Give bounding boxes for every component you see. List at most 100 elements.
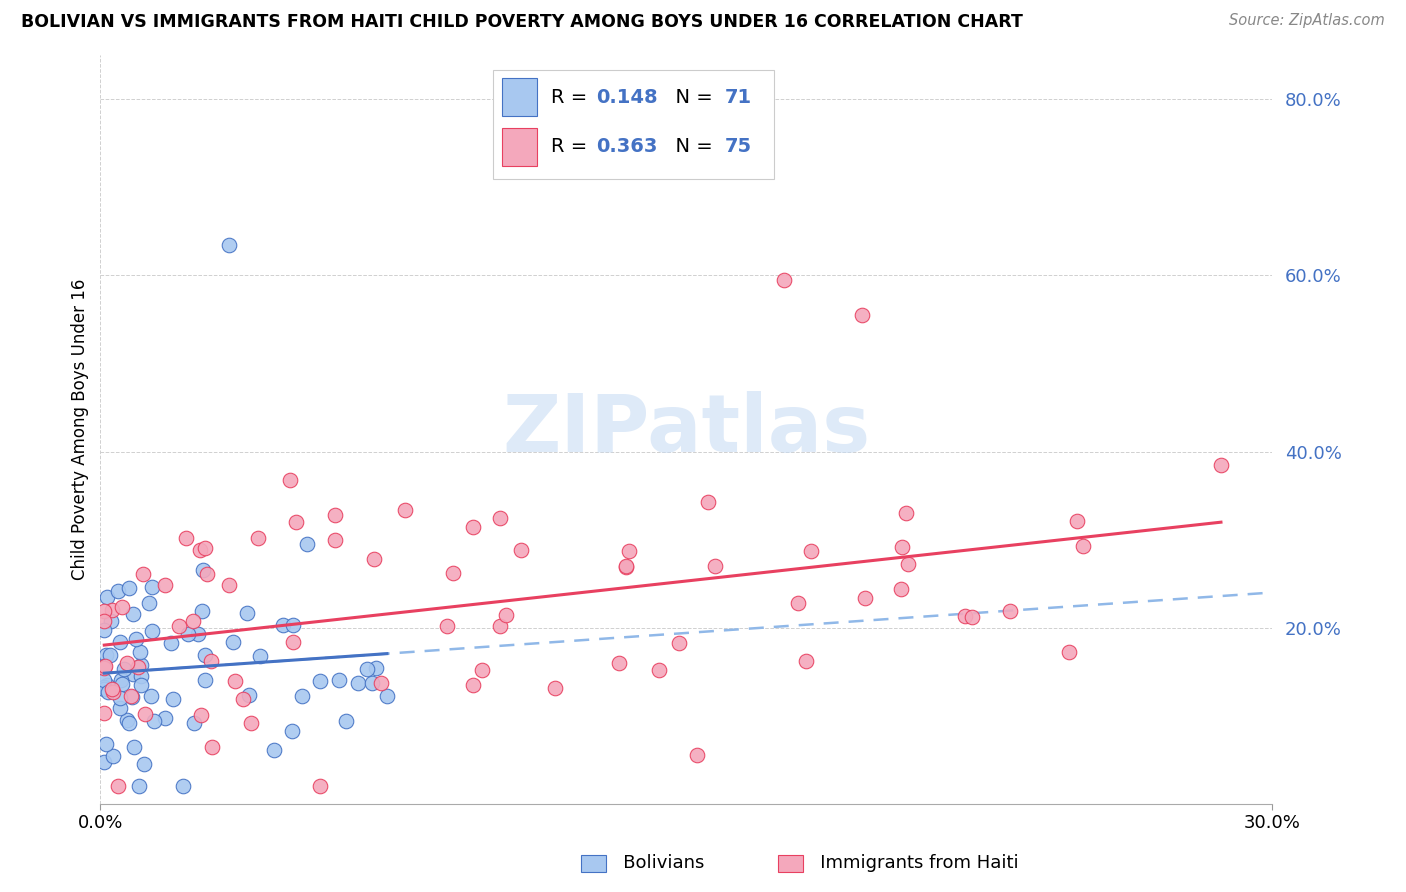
Point	[335, 714, 357, 728]
Point	[132, 567, 155, 582]
Point	[463, 520, 485, 534]
Point	[100, 602, 122, 616]
Point	[285, 515, 308, 529]
Point	[240, 716, 263, 731]
Point	[174, 531, 197, 545]
Point	[96, 648, 118, 663]
Text: N =: N =	[662, 137, 718, 156]
Text: 0.363: 0.363	[596, 137, 657, 156]
Point	[323, 533, 346, 547]
Point	[159, 636, 181, 650]
Text: Bolivians: Bolivians	[583, 855, 704, 872]
Point	[129, 669, 152, 683]
Point	[891, 541, 914, 555]
Text: ZIPatlas: ZIPatlas	[502, 391, 870, 468]
Point	[249, 648, 271, 663]
Point	[851, 308, 873, 322]
Point	[93, 673, 115, 687]
Text: 71: 71	[724, 87, 752, 106]
Text: R =: R =	[551, 137, 593, 156]
Point	[953, 609, 976, 624]
Point	[246, 531, 269, 545]
Point	[470, 663, 492, 677]
Point	[370, 676, 392, 690]
Point	[93, 681, 115, 696]
Point	[93, 659, 115, 673]
Point	[543, 681, 565, 695]
Point	[703, 559, 725, 574]
Point	[108, 635, 131, 649]
Point	[1071, 539, 1094, 553]
FancyBboxPatch shape	[502, 128, 537, 166]
Point	[297, 537, 319, 551]
Point	[361, 676, 384, 690]
Point	[100, 615, 122, 629]
Point	[195, 566, 218, 581]
Point	[232, 691, 254, 706]
Point	[141, 624, 163, 639]
Point	[167, 619, 190, 633]
Point	[112, 662, 135, 676]
Point	[463, 678, 485, 692]
Text: Source: ZipAtlas.com: Source: ZipAtlas.com	[1229, 13, 1385, 29]
Point	[183, 716, 205, 731]
Point	[617, 544, 640, 558]
Point	[263, 743, 285, 757]
Point	[236, 606, 259, 620]
Point	[128, 645, 150, 659]
Point	[127, 659, 149, 673]
Point	[100, 681, 122, 696]
Point	[191, 604, 214, 618]
Point	[218, 237, 240, 252]
Point	[132, 756, 155, 771]
Point	[177, 627, 200, 641]
Point	[122, 740, 145, 755]
Point	[800, 544, 823, 558]
Text: Immigrants from Haiti: Immigrants from Haiti	[780, 855, 1019, 872]
Point	[187, 627, 209, 641]
Point	[93, 661, 115, 675]
Point	[93, 755, 115, 769]
Point	[607, 657, 630, 671]
Point	[111, 677, 134, 691]
Point	[648, 663, 671, 677]
Point	[129, 678, 152, 692]
Point	[141, 580, 163, 594]
Point	[108, 700, 131, 714]
Point	[111, 600, 134, 615]
Point	[323, 508, 346, 522]
Point	[356, 662, 378, 676]
Point	[128, 780, 150, 794]
Point	[108, 691, 131, 706]
Point	[281, 724, 304, 739]
Y-axis label: Child Poverty Among Boys Under 16: Child Poverty Among Boys Under 16	[72, 279, 89, 581]
Point	[1059, 645, 1081, 659]
Point	[1066, 514, 1088, 528]
Point	[107, 780, 129, 794]
Point	[96, 678, 118, 692]
Point	[489, 511, 512, 525]
Point	[363, 551, 385, 566]
Point	[129, 657, 152, 672]
Point	[960, 609, 983, 624]
Point	[194, 648, 217, 662]
Point	[124, 632, 146, 646]
Point	[172, 780, 194, 794]
FancyBboxPatch shape	[492, 70, 773, 178]
Point	[309, 673, 332, 688]
Point	[238, 688, 260, 702]
Point	[194, 673, 217, 687]
Point	[103, 685, 125, 699]
Point	[93, 624, 115, 638]
Point	[138, 596, 160, 610]
Point	[96, 738, 118, 752]
Point	[122, 607, 145, 621]
Point	[162, 692, 184, 706]
Point	[188, 543, 211, 558]
Point	[155, 578, 177, 592]
Point	[222, 635, 245, 649]
Point	[115, 656, 138, 670]
Point	[894, 506, 917, 520]
Point	[117, 716, 139, 731]
Point	[93, 680, 115, 694]
